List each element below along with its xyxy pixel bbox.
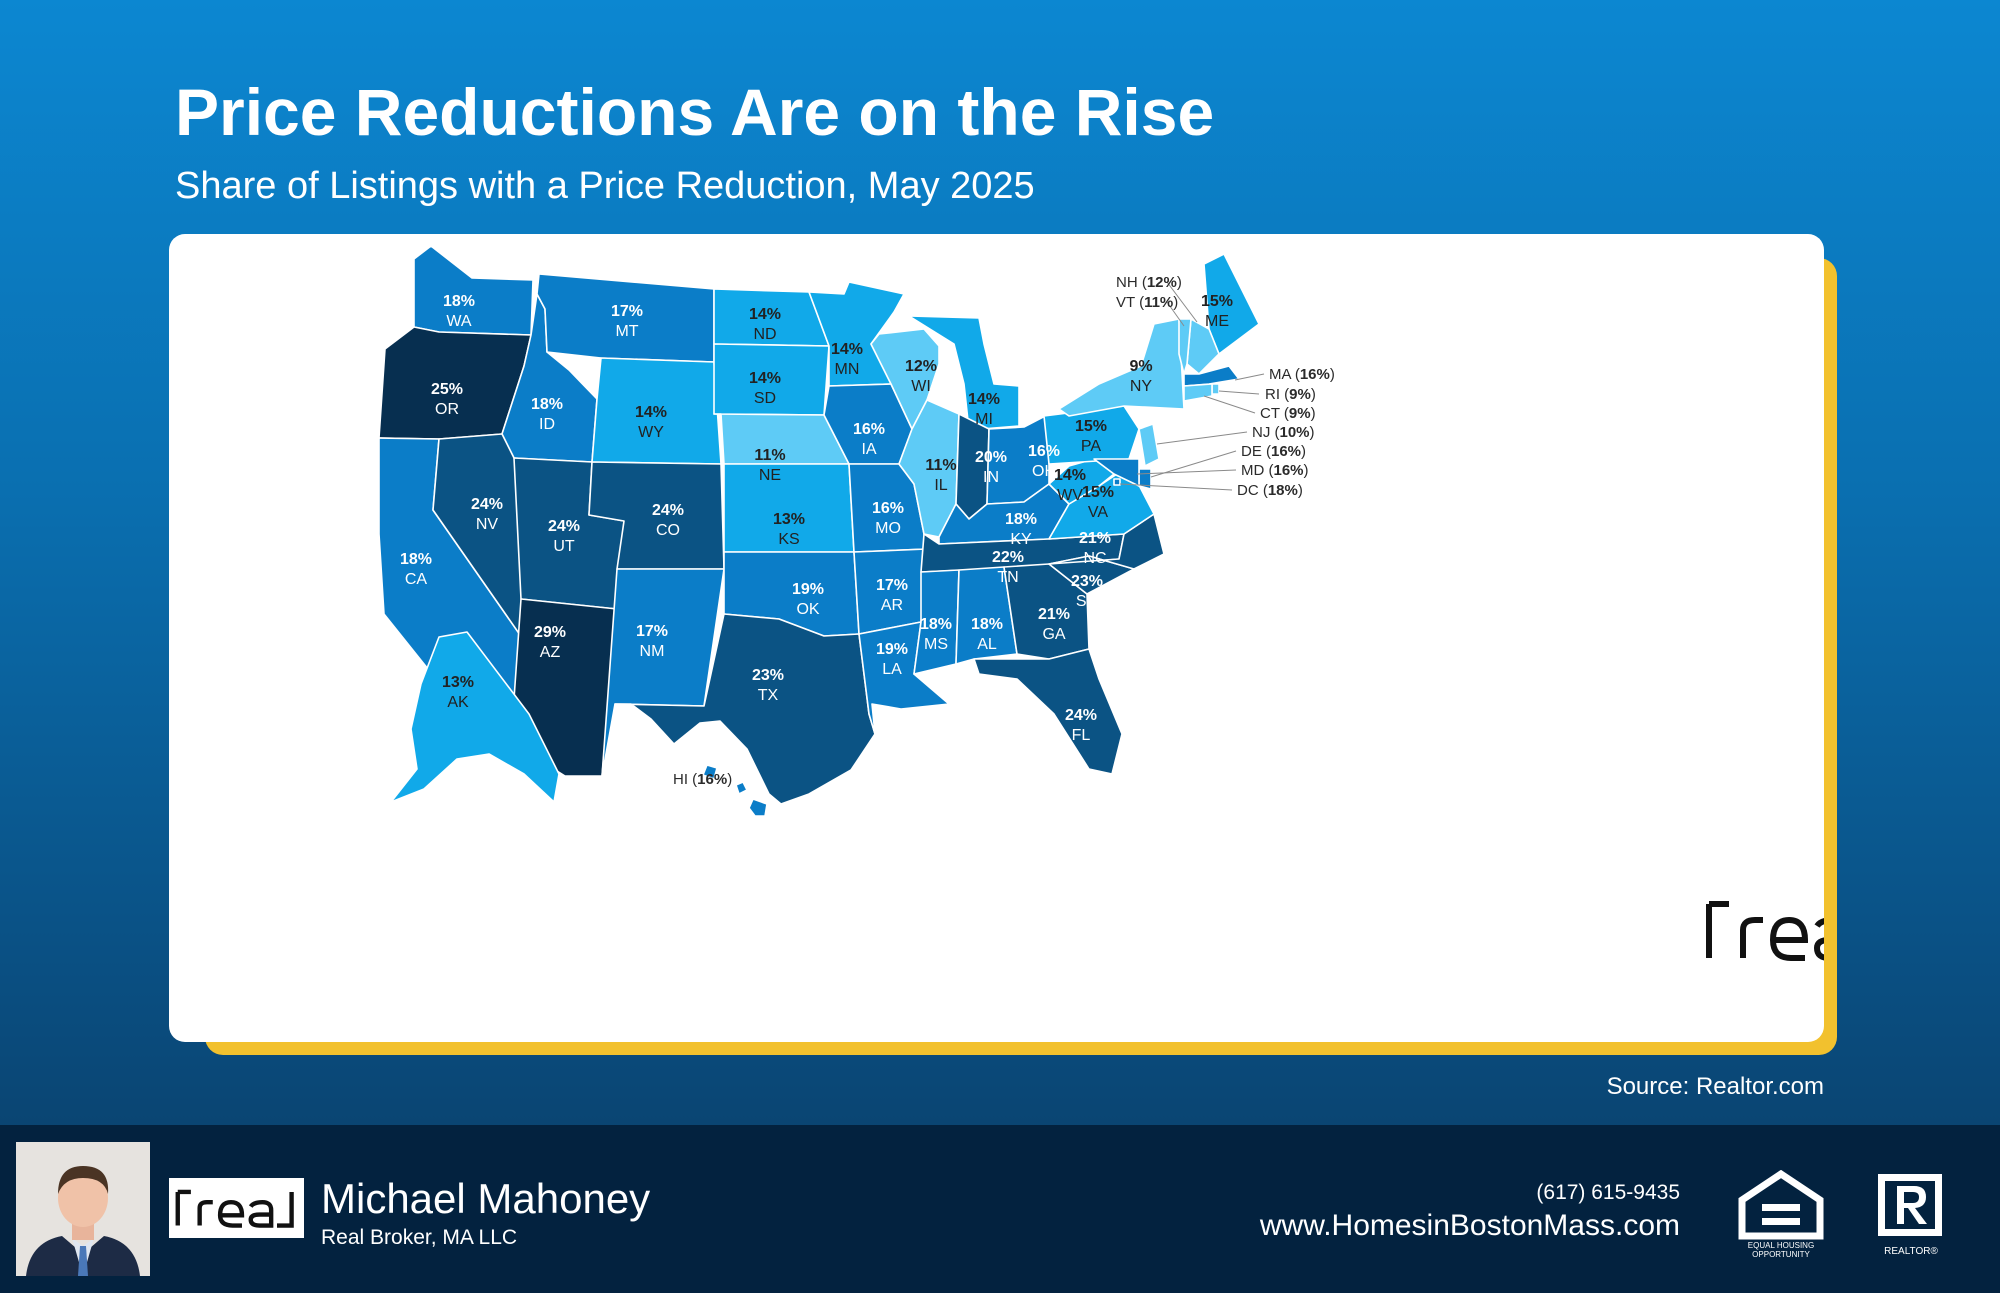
callout-label-ct: CT (9%) <box>1260 405 1316 422</box>
state-label-sd: 14% SD <box>749 370 781 407</box>
callout-label-dc: DC (18%) <box>1237 482 1303 499</box>
state-label-ne: 11% NE <box>754 447 785 484</box>
map-card: 18% WA 25% OR 18% CA 18% ID 24% NV 17% MT 14% WY 24% UT… <box>169 234 1824 1042</box>
state-label-nm: 17% NM <box>636 623 668 660</box>
callout-label-hi: HI (16%) <box>673 771 732 788</box>
state-label-tn: 22% TN <box>992 549 1024 586</box>
state-al <box>955 566 1018 665</box>
state-ri <box>1211 383 1220 395</box>
callout-label-nj: NJ (10%) <box>1252 424 1315 441</box>
state-label-mi: 14% MI <box>968 391 1000 428</box>
callout-label-nh: NH (12%) <box>1116 274 1182 291</box>
state-mi <box>908 315 1020 431</box>
state-label-la: 19% LA <box>876 641 908 678</box>
state-label-fl: 24% FL <box>1065 707 1097 744</box>
callout-label-md: MD (16%) <box>1241 462 1309 479</box>
state-label-ia: 16% IA <box>853 421 885 458</box>
state-label-ok: 19% OK <box>792 581 824 618</box>
leader-line-nh <box>1166 281 1198 323</box>
state-hi <box>702 764 768 817</box>
state-label-wa: 18% WA <box>443 293 475 330</box>
page-subtitle: Share of Listings with a Price Reduction… <box>175 165 1035 207</box>
state-ny <box>1058 318 1185 417</box>
state-vt <box>1178 318 1192 375</box>
state-fl <box>973 648 1123 775</box>
state-label-ga: 21% GA <box>1038 606 1070 643</box>
footer-real-logo <box>169 1178 304 1238</box>
callout-label-de: DE (16%) <box>1241 443 1306 460</box>
state-label-me: 15% ME <box>1201 293 1233 330</box>
agent-phone[interactable]: (617) 615-9435 <box>1536 1181 1680 1204</box>
source-note: Source: Realtor.com <box>1606 1073 1824 1100</box>
state-label-ks: 13% KS <box>773 511 805 548</box>
page-title: Price Reductions Are on the Rise <box>175 75 1215 149</box>
state-label-ky: 18% KY <box>1005 511 1037 548</box>
state-label-pa: 15% PA <box>1075 418 1107 455</box>
state-ct <box>1183 383 1213 402</box>
state-md <box>1093 458 1140 487</box>
state-label-tx: 23% TX <box>752 667 784 704</box>
leader-line-ri <box>1218 390 1260 395</box>
state-dc <box>1113 478 1121 486</box>
callout-label-ma: MA (16%) <box>1269 366 1335 383</box>
leader-line-nj <box>1156 431 1248 445</box>
state-label-ut: 24% UT <box>548 518 580 555</box>
real-logo <box>1706 901 1824 961</box>
state-wa <box>413 245 534 336</box>
state-ak <box>390 631 560 803</box>
state-label-nc: 21% NC <box>1079 530 1111 567</box>
agent-name: Michael Mahoney <box>321 1175 651 1222</box>
state-label-nd: 14% ND <box>749 306 781 343</box>
state-label-mo: 16% MO <box>872 500 904 537</box>
equal-housing-label-2: OPPORTUNITY <box>1752 1250 1810 1259</box>
agent-company: Real Broker, MA LLC <box>321 1226 518 1249</box>
state-label-az: 29% AZ <box>534 624 566 661</box>
callout-label-vt: VT (11%) <box>1116 294 1178 311</box>
state-ms <box>913 569 960 675</box>
realtor-icon: REALTOR® <box>1874 1170 1948 1260</box>
state-label-mn: 14% MN <box>831 341 863 378</box>
state-label-or: 25% OR <box>431 381 463 418</box>
state-label-wi: 12% WI <box>905 358 937 395</box>
state-label-il: 11% IL <box>925 457 956 494</box>
state-label-ca: 18% CA <box>400 551 432 588</box>
realtor-label: REALTOR® <box>1884 1246 1938 1257</box>
state-label-ms: 18% MS <box>920 616 952 653</box>
state-nc <box>1048 513 1165 570</box>
state-label-co: 24% CO <box>652 502 684 539</box>
us-map: 18% WA 25% OR 18% CA 18% ID 24% NV 17% MT 14% WY 24% UT… <box>378 245 1335 817</box>
state-label-nv: 24% NV <box>471 496 503 533</box>
state-label-in: 20% IN <box>975 449 1007 486</box>
equal-housing-icon: EQUAL HOUSING OPPORTUNITY <box>1738 1169 1824 1260</box>
state-label-ny: 9% NY <box>1129 358 1152 395</box>
state-in <box>955 413 990 520</box>
leader-line-md <box>1136 469 1237 475</box>
state-tx <box>614 613 876 805</box>
state-label-wy: 14% WY <box>635 404 667 441</box>
agent-avatar <box>16 1142 150 1276</box>
state-label-ar: 17% AR <box>876 577 908 614</box>
leader-line-vt <box>1166 301 1185 327</box>
state-label-al: 18% AL <box>971 616 1003 653</box>
leader-line-ma <box>1234 373 1265 381</box>
state-label-wv: 14% WV <box>1054 467 1086 504</box>
leader-line-ct <box>1203 395 1256 414</box>
state-label-sc: 23% SC <box>1071 573 1103 610</box>
state-nm <box>601 568 725 777</box>
state-label-oh: 16% OH <box>1028 443 1060 480</box>
agent-footer: Michael Mahoney Real Broker, MA LLC (617… <box>0 1125 2000 1293</box>
state-label-id: 18% ID <box>531 396 563 433</box>
state-label-mt: 17% MT <box>611 303 643 340</box>
state-label-va: 15% VA <box>1082 484 1114 521</box>
callout-label-ri: RI (9%) <box>1265 386 1316 403</box>
agent-website-link[interactable]: www.HomesinBostonMass.com <box>1259 1209 1680 1242</box>
state-nj <box>1138 423 1160 467</box>
equal-housing-label-1: EQUAL HOUSING <box>1747 1241 1815 1250</box>
state-label-ak: 13% AK <box>442 674 474 711</box>
leader-line-dc <box>1119 483 1233 491</box>
state-mn <box>808 281 905 387</box>
